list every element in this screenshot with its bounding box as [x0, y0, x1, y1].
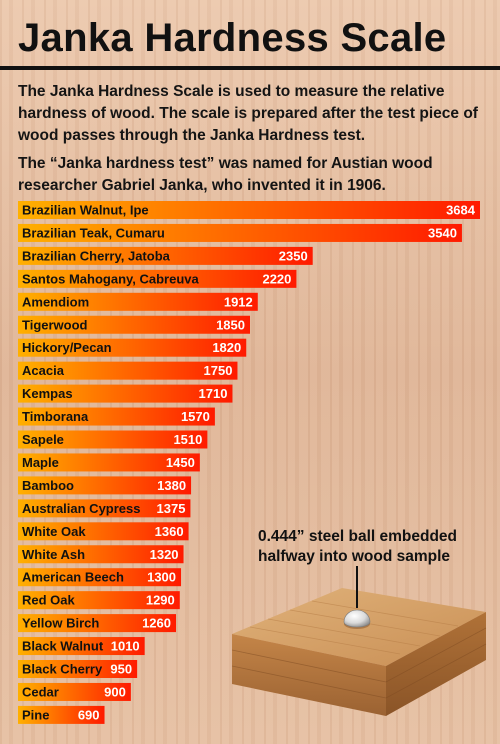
wood-grain-lines: [249, 600, 459, 655]
category-label: Black Cherry: [22, 662, 103, 677]
value-label: 1850: [216, 317, 245, 332]
category-label: Cedar: [22, 684, 59, 699]
value-label: 3684: [446, 203, 476, 218]
bar: [18, 614, 177, 633]
wood-block-front-face: [232, 634, 386, 716]
category-label: White Oak: [22, 524, 86, 539]
category-label: Acacia: [22, 363, 65, 378]
bar: [18, 315, 251, 334]
value-label: 1320: [150, 547, 179, 562]
value-label: 1300: [147, 570, 176, 585]
value-label: 950: [110, 662, 132, 677]
category-label: Australian Cypress: [22, 501, 141, 516]
value-label: 1912: [224, 294, 253, 309]
value-label: 1750: [204, 363, 233, 378]
description-paragraph-1: The Janka Hardness Scale is used to meas…: [18, 83, 478, 144]
bar: [18, 637, 145, 656]
bar: [18, 223, 462, 242]
category-label: American Beech: [22, 570, 124, 585]
value-label: 1570: [181, 409, 210, 424]
bar: [18, 545, 184, 564]
title-divider: [0, 66, 500, 70]
bar: [18, 660, 138, 678]
category-label: Hickory/Pecan: [22, 340, 112, 355]
category-label: Red Oak: [22, 593, 76, 608]
value-label: 1290: [146, 593, 175, 608]
category-label: Brazilian Teak, Cumaru: [22, 225, 165, 240]
bar: [18, 568, 182, 587]
category-label: Amendiom: [22, 294, 89, 309]
bar: [18, 591, 180, 610]
value-label: 900: [104, 684, 126, 699]
category-label: Bamboo: [22, 478, 74, 493]
value-label: 1510: [173, 432, 202, 447]
value-label: 1380: [157, 478, 186, 493]
bar: [18, 201, 480, 219]
category-label: Black Walnut: [22, 639, 104, 654]
value-label: 3540: [428, 225, 457, 240]
description-paragraph-2: The “Janka hardness test” was named for …: [18, 155, 433, 194]
category-label: Yellow Birch: [22, 616, 99, 631]
steel-ball-icon: [343, 609, 371, 628]
bar: [18, 499, 191, 518]
page-title: Janka Hardness Scale: [18, 16, 447, 60]
bar: [18, 269, 297, 288]
category-label: Santos Mahogany, Cabreuva: [22, 271, 200, 286]
bar: [18, 476, 192, 495]
illustration-caption: 0.444” steel ball embedded halfway into …: [258, 528, 458, 565]
bar: [18, 705, 105, 724]
value-label: 1260: [142, 616, 171, 631]
category-label: Pine: [22, 707, 49, 722]
bar: [18, 453, 200, 472]
category-label: Brazilian Walnut, Ipe: [22, 203, 149, 218]
category-label: Timborana: [22, 409, 89, 424]
category-label: Kempas: [22, 386, 73, 401]
value-label: 1710: [199, 386, 228, 401]
bar: [18, 522, 189, 541]
wood-block-side-face: [386, 612, 486, 716]
value-label: 1010: [111, 639, 140, 654]
bar: [18, 384, 233, 403]
value-label: 1820: [212, 340, 241, 355]
bar: [18, 338, 247, 357]
bar: [18, 407, 215, 426]
value-label: 1360: [155, 524, 184, 539]
value-label: 2350: [279, 248, 308, 263]
category-label: White Ash: [22, 547, 85, 562]
value-label: 1450: [166, 455, 195, 470]
bar: [18, 361, 238, 380]
bar: [18, 292, 258, 311]
value-label: 690: [78, 707, 100, 722]
category-label: Sapele: [22, 432, 64, 447]
value-label: 2220: [262, 271, 291, 286]
category-label: Tigerwood: [22, 317, 88, 332]
wood-end-grain: [231, 627, 487, 699]
category-label: Maple: [22, 455, 59, 470]
category-label: Brazilian Cherry, Jatoba: [22, 248, 171, 263]
bar: [18, 682, 131, 701]
bar: [18, 430, 208, 449]
bar: [18, 246, 313, 265]
value-label: 1375: [157, 501, 186, 516]
